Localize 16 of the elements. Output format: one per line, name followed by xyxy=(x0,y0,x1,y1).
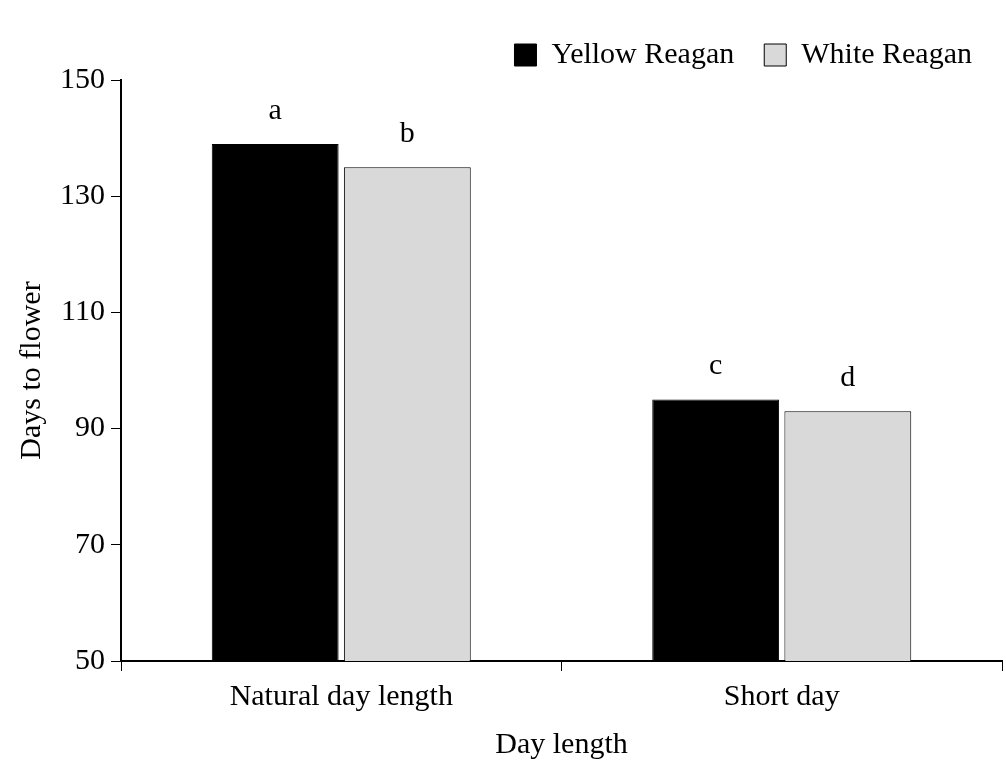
legend-label: White Reagan xyxy=(801,35,973,69)
annotation: a xyxy=(268,91,282,125)
y-tick-label: 90 xyxy=(75,409,105,443)
annotation: d xyxy=(840,359,856,393)
legend-label: Yellow Reagan xyxy=(551,35,735,69)
x-axis-title: Day length xyxy=(495,725,628,759)
y-tick-label: 50 xyxy=(75,641,105,675)
annotation: c xyxy=(709,347,723,381)
x-tick-label: Natural day length xyxy=(229,677,453,711)
y-tick-label: 70 xyxy=(75,525,105,559)
annotation: b xyxy=(399,115,415,149)
y-axis-title: Days to flower xyxy=(12,281,46,460)
y-tick-label: 110 xyxy=(61,293,105,327)
y-tick-label: 130 xyxy=(60,177,105,211)
y-tick-label: 150 xyxy=(60,60,105,94)
x-tick-label: Short day xyxy=(723,677,840,711)
